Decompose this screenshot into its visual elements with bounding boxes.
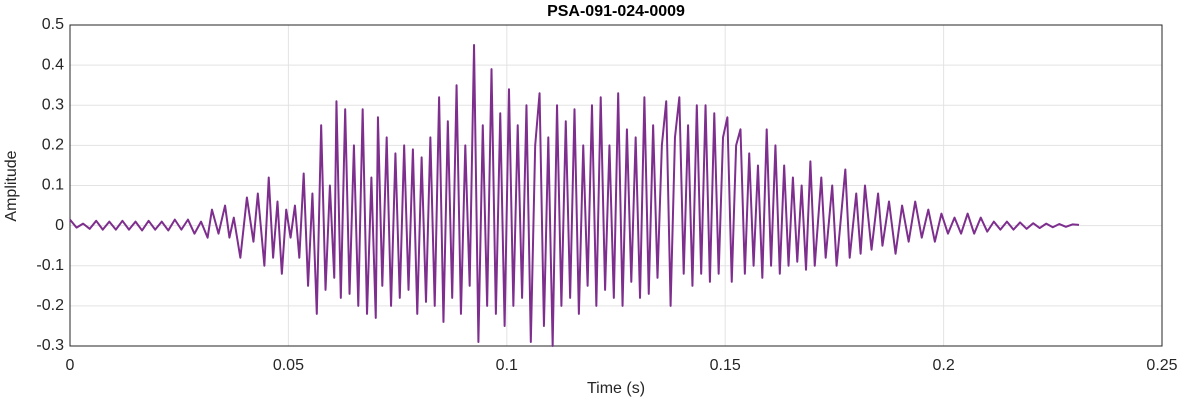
x-tick-label: 0.05: [273, 357, 304, 374]
y-axis-label: Amplitude: [3, 150, 20, 221]
x-tick-label: 0.2: [932, 357, 954, 374]
x-tick-label: 0.25: [1146, 357, 1177, 374]
y-tick-label: 0.2: [42, 137, 64, 154]
x-tick-label: 0.15: [710, 357, 741, 374]
x-axis-label: Time (s): [587, 380, 645, 397]
x-tick-label: 0.1: [496, 357, 518, 374]
y-tick-label: 0.3: [42, 96, 64, 113]
plot-frame: [69, 24, 1163, 347]
x-tick-label: 0: [66, 357, 75, 374]
chart-title: PSA-091-024-0009: [547, 3, 685, 20]
waveform-line: [69, 44, 1080, 347]
y-tick-label: 0.4: [42, 56, 64, 73]
y-tick-label: -0.1: [36, 257, 64, 274]
y-tick-label: -0.3: [36, 337, 64, 354]
y-tick-label: -0.2: [36, 297, 64, 314]
y-tick-label: 0.5: [42, 16, 64, 33]
y-tick-label: 0.1: [42, 177, 64, 194]
y-tick-label: 0: [55, 217, 64, 234]
